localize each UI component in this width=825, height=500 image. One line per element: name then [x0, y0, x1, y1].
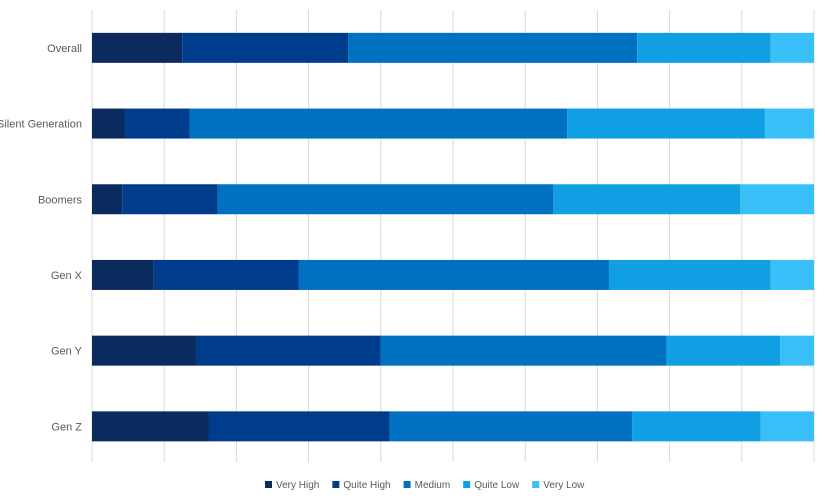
bar-segment-quite-high: [195, 335, 381, 366]
bar-segment-very-low: [764, 108, 814, 139]
bar-segment-medium: [380, 335, 667, 366]
legend-label: Quite Low: [474, 480, 520, 491]
bar-segment-quite-high: [208, 411, 390, 442]
legend-label: Quite High: [343, 480, 390, 491]
bar-segment-medium: [189, 108, 568, 139]
bar-segment-very-high: [92, 335, 196, 366]
legend-swatch: [332, 481, 340, 488]
category-label: Gen Y: [51, 346, 83, 358]
legend-label: Very Low: [543, 480, 585, 491]
legend-swatch: [403, 481, 411, 488]
bar-segment-very-high: [92, 108, 125, 139]
category-label: Boomers: [38, 194, 83, 206]
legend: Very High Quite High Medium Quite Low Very L…: [265, 480, 585, 491]
category-label: Overall: [47, 43, 82, 55]
bar-segment-quite-low: [632, 411, 761, 442]
bar-segment-very-low: [760, 411, 814, 442]
bar-segment-very-low: [770, 259, 814, 290]
category-label: Silent Generation: [0, 119, 82, 131]
gridlines: [91, 10, 815, 462]
legend-swatch: [265, 481, 272, 488]
bar-segment-very-high: [92, 411, 209, 442]
bar-segment-quite-high: [153, 259, 299, 290]
bar-segment-very-low: [780, 335, 814, 366]
bar-segment-very-high: [92, 259, 154, 290]
bar-segment-quite-low: [567, 108, 765, 139]
bar-segment-very-low: [770, 32, 814, 63]
bar-segment-very-high: [92, 184, 123, 215]
bars: [92, 32, 814, 442]
bar-segment-quite-low: [608, 259, 771, 290]
bar-segment-very-low: [740, 184, 814, 215]
bar-segment-quite-low: [637, 32, 771, 63]
legend-swatch: [532, 481, 540, 488]
bar-segment-medium: [217, 184, 554, 215]
bar-segment-quite-high: [124, 108, 190, 139]
bar-segment-quite-low: [553, 184, 741, 215]
bar-segment-quite-low: [666, 335, 781, 366]
legend-label: Very High: [276, 480, 319, 491]
legend-swatch: [463, 481, 471, 488]
category-label: Gen X: [51, 270, 83, 282]
bar-segment-medium: [348, 32, 638, 63]
legend-label: Medium: [415, 480, 451, 491]
bar-segment-medium: [389, 411, 633, 442]
bar-segment-very-high: [92, 32, 183, 63]
bar-segment-quite-high: [122, 184, 218, 215]
category-labels: Overall Silent Generation Boomers Gen X Gen …: [0, 43, 83, 434]
category-label: Gen Z: [51, 421, 82, 433]
bar-segment-medium: [298, 259, 609, 290]
bar-segment-quite-high: [182, 32, 349, 63]
